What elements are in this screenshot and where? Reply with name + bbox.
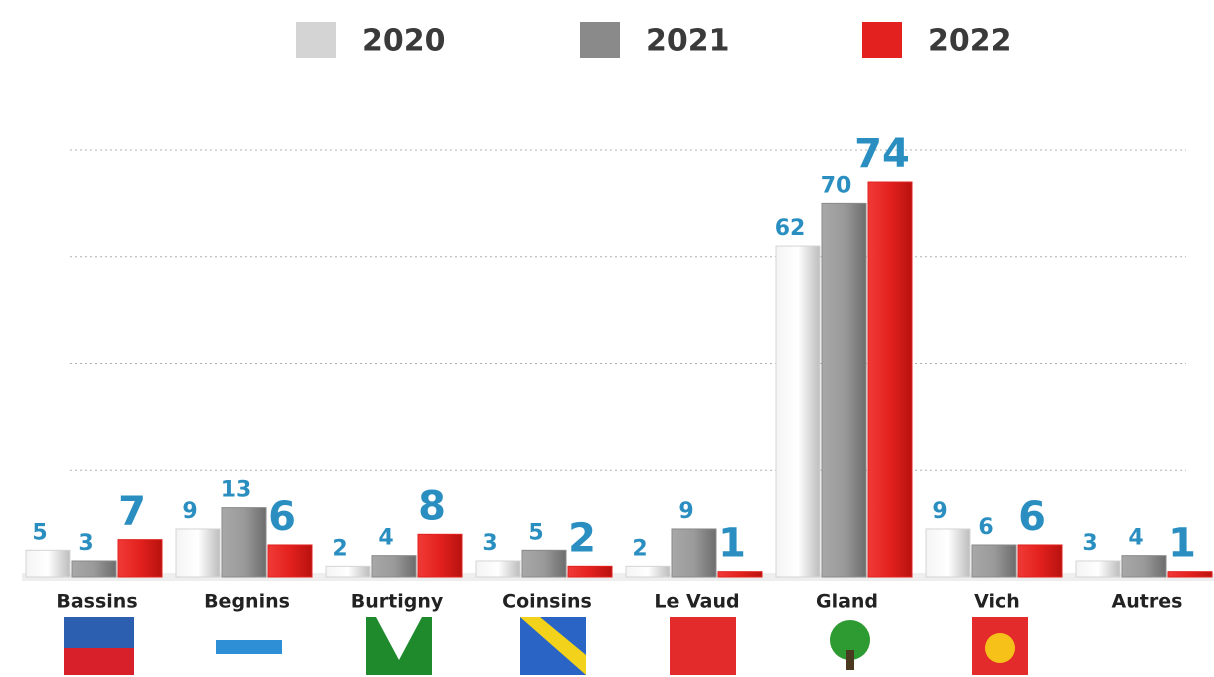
x-tick-label: Burtigny [351, 591, 444, 613]
icon [846, 650, 854, 670]
x-tick-label: Le Vaud [654, 591, 739, 613]
x-tick-label: Autres [1112, 591, 1183, 613]
icon [670, 617, 736, 675]
value-label: 2 [568, 515, 596, 561]
bar [521, 549, 567, 578]
value-label: 74 [854, 131, 910, 177]
bar [71, 560, 117, 578]
bar [175, 528, 221, 578]
value-label: 1 [1168, 521, 1196, 567]
bar [1167, 571, 1213, 578]
bar [325, 565, 371, 578]
value-label: 9 [932, 499, 947, 524]
legend-swatch [580, 22, 620, 58]
coats-of-arms [64, 617, 1028, 675]
bar [1075, 560, 1121, 578]
floor [22, 573, 1214, 581]
bar [25, 549, 71, 578]
legend-swatch [296, 22, 336, 58]
icon [216, 640, 282, 654]
bar [417, 533, 463, 578]
bar [267, 544, 313, 578]
value-label: 2 [632, 536, 647, 561]
value-label: 4 [1128, 526, 1143, 551]
value-label: 6 [978, 515, 993, 540]
value-label: 6 [1018, 494, 1046, 540]
x-tick-label: Bassins [56, 591, 137, 613]
value-label: 62 [775, 216, 806, 241]
value-label: 1 [718, 521, 746, 567]
bar [775, 245, 821, 578]
bar [971, 544, 1017, 578]
value-label: 2 [332, 536, 347, 561]
legend-swatch [862, 22, 902, 58]
legend-label: 2020 [362, 24, 446, 59]
x-tick-label: Coinsins [502, 591, 592, 613]
bar [671, 528, 717, 578]
bar [221, 507, 267, 578]
value-label: 3 [482, 531, 497, 556]
value-label: 9 [678, 499, 693, 524]
bar [821, 202, 867, 578]
bar [1017, 544, 1063, 578]
x-tick-label: Gland [816, 591, 878, 613]
icon [830, 620, 870, 660]
bar [867, 181, 913, 578]
value-label: 8 [418, 483, 446, 529]
icon [376, 617, 422, 660]
bar [371, 555, 417, 578]
bar [717, 571, 763, 578]
bar [567, 565, 613, 578]
bar [475, 560, 521, 578]
icon [985, 633, 1015, 663]
value-label: 7 [118, 489, 146, 535]
icon [520, 617, 586, 675]
x-tick-label: Begnins [204, 591, 290, 613]
value-label: 3 [1082, 531, 1097, 556]
bar [625, 565, 671, 578]
bar [117, 539, 163, 578]
value-label: 4 [378, 526, 393, 551]
legend-label: 2021 [646, 24, 730, 59]
icon [64, 648, 134, 675]
value-label: 3 [78, 531, 93, 556]
x-tick-label: Vich [974, 591, 1020, 613]
value-label: 70 [821, 173, 852, 198]
bar [1121, 555, 1167, 578]
value-label: 13 [221, 478, 252, 503]
legend-label: 2022 [928, 24, 1012, 59]
value-label: 6 [268, 494, 296, 540]
value-label: 5 [32, 520, 47, 545]
bar [925, 528, 971, 578]
value-label: 5 [528, 520, 543, 545]
value-label: 9 [182, 499, 197, 524]
